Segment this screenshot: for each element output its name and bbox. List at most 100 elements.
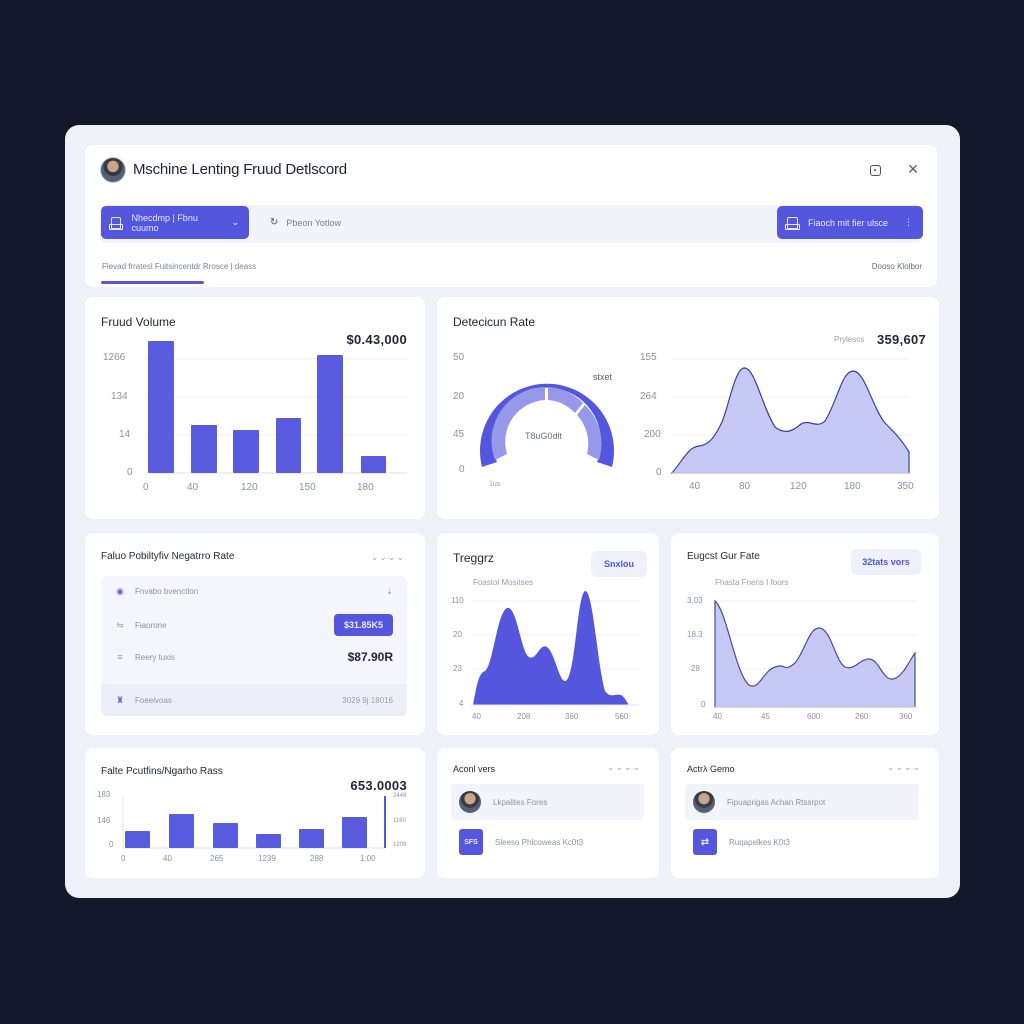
- list-item-label: Foeelvoas: [135, 695, 172, 705]
- x-tick: 180: [844, 481, 861, 492]
- y-tick: 3.03: [687, 596, 703, 605]
- recycle-icon: ♜: [115, 694, 125, 705]
- x-tick: 600: [807, 712, 821, 721]
- card-title: Falte Pcutfins/Ngarho Rass: [101, 766, 223, 777]
- restore-icon: [869, 165, 881, 176]
- avatar: [459, 791, 481, 813]
- restore-button[interactable]: [865, 159, 885, 179]
- y-tick: 0: [701, 700, 706, 709]
- refresh-control[interactable]: ↻ Pbeon Yotlow: [270, 217, 341, 228]
- y-tick: 183: [97, 790, 111, 799]
- refresh-label: Pbeon Yotlow: [286, 217, 341, 228]
- x-tick: 260: [855, 712, 869, 721]
- fp-rate-list: ◉ Fnvabo bvenctlon ⇣ ⇋ Fiaorone $31.85K5…: [101, 576, 407, 716]
- model-select-button[interactable]: Nhecdmp | Fbnu cuumo ⌄: [101, 206, 249, 239]
- x-tick: 265: [210, 854, 224, 863]
- y2-tick: 1160: [393, 818, 406, 824]
- y-tick: 155: [640, 352, 657, 363]
- tab-strip[interactable]: Flevad frratesl Fuitsincentdr Rrosce | d…: [102, 262, 257, 271]
- detection-area-chart: [670, 358, 910, 474]
- y-tick: 0: [109, 840, 114, 849]
- x-tick: 1239: [258, 854, 276, 863]
- list-item-label: Ruqapelkes K0t3: [729, 837, 790, 847]
- model-select-label: Nhecdmp | Fbnu cuumo: [131, 212, 198, 233]
- list-item[interactable]: ⇄ Ruqapelkes K0t3: [685, 824, 919, 860]
- y-tick: 146: [97, 816, 111, 825]
- y-tick: 50: [453, 352, 465, 363]
- fraud-volume-bar-chart: [145, 341, 407, 474]
- x-tick: 350: [897, 481, 914, 492]
- list-item[interactable]: ≡ Reery tuxis $87.90R: [101, 642, 407, 672]
- more-options-icon[interactable]: ⌄⌄⌄⌄: [606, 762, 641, 772]
- y-tick: 23: [453, 664, 462, 673]
- x-tick: 40: [163, 854, 172, 863]
- y-tick: 20: [453, 630, 462, 639]
- list-item[interactable]: Lkpalites Fores: [451, 784, 644, 820]
- x-tick: 0: [143, 482, 149, 493]
- x-tick: 40: [689, 481, 701, 492]
- area-value: 359,607: [877, 332, 927, 347]
- list-item[interactable]: ⇋ Fiaorone $31.85K5: [101, 608, 407, 642]
- segment-filter-chip[interactable]: 32tats vors: [851, 549, 921, 575]
- list-item[interactable]: Fipuaprigas Achan Rtssrpot: [685, 784, 919, 820]
- list-item-label: Reery tuxis: [135, 652, 176, 662]
- y2-tick: 2448: [393, 793, 407, 799]
- area-label: Prylescs: [834, 335, 865, 344]
- printer-icon: [108, 216, 125, 230]
- camera-icon: ◉: [116, 585, 124, 596]
- badge-icon: SFS: [459, 829, 483, 855]
- list-item[interactable]: ♜ Foeelvoas 3029 9j 18016: [101, 684, 407, 716]
- list-item-label: Sleeso Phlcoweas Kc0t3: [495, 837, 584, 847]
- x-tick: 180: [357, 482, 374, 493]
- x-tick: 80: [739, 481, 751, 492]
- transfer-icon: ⇋: [116, 619, 124, 630]
- y-tick: 1266: [103, 352, 126, 363]
- y-tick: 45: [453, 429, 465, 440]
- list-item-label: Fipuaprigas Achan Rtssrpot: [727, 797, 826, 807]
- segment-rate-card: Eugcst Gur Fate 32tats vors Fhasta Fnens…: [671, 533, 939, 735]
- x-tick: 208: [517, 712, 531, 721]
- printer-icon: [785, 216, 800, 230]
- more-options-icon[interactable]: ⌄⌄⌄⌄: [370, 552, 405, 562]
- y-tick: 264: [640, 391, 657, 402]
- y-tick: 18.3: [687, 630, 703, 639]
- list-item-value[interactable]: $31.85K5: [333, 614, 393, 636]
- card-title: Treggrz: [453, 551, 494, 565]
- close-button[interactable]: ×: [903, 159, 923, 179]
- chart-subtitle: Foastol Mositses: [473, 578, 534, 587]
- active-tab-indicator: [101, 281, 204, 284]
- y-tick: 0: [127, 467, 133, 478]
- more-options-icon[interactable]: ⌄⌄⌄⌄: [886, 762, 921, 772]
- avatar: [693, 791, 715, 813]
- chart-subtitle: Fhasta Fnens I foors: [715, 578, 789, 587]
- x-tick: 360: [565, 712, 579, 721]
- list-item-value: 3029 9j 18016: [342, 695, 393, 705]
- refresh-icon: ↻: [270, 217, 279, 228]
- y-tick: 0: [656, 467, 662, 478]
- fraud-volume-card: Fruud Volume $0.43,000 1266 134 14 0 0 4…: [85, 297, 425, 519]
- fp-bar-chart: [122, 796, 386, 849]
- x-tick: 45: [761, 712, 770, 721]
- filter-button[interactable]: Fiaoch mit fier ulsce ⋮: [777, 206, 923, 239]
- x-tick: 40: [472, 712, 481, 721]
- triggers-filter-chip[interactable]: Snxlou: [591, 551, 647, 577]
- accounts-card: Aconl vers ⌄⌄⌄⌄ Lkpalites Fores SFS Slee…: [437, 748, 659, 878]
- user-avatar[interactable]: [100, 157, 126, 183]
- fp-bars-card: Falte Pcutfins/Ngarho Rass 653.0003 183 …: [85, 748, 425, 878]
- x-tick: 120: [241, 482, 258, 493]
- fraud-volume-total: $0.43,000: [346, 332, 407, 347]
- sort-icon[interactable]: ⇣: [386, 586, 393, 596]
- y-tick: 20: [453, 391, 465, 402]
- menu-icon: ≡: [117, 652, 123, 662]
- y-tick: 28: [691, 664, 700, 673]
- y-tick: 4: [459, 699, 464, 708]
- list-item[interactable]: ◉ Fnvabo bvenctlon ⇣: [101, 576, 407, 606]
- y-tick: 0: [459, 464, 465, 475]
- fp-bars-total: 653.0003: [350, 778, 407, 793]
- list-item[interactable]: SFS Sleeso Phlcoweas Kc0t3: [451, 824, 644, 860]
- card-title: Eugcst Gur Fate: [687, 551, 760, 562]
- x-tick: 288: [310, 854, 324, 863]
- choose-link[interactable]: Dooso Klolbor: [871, 262, 922, 271]
- y-tick: 14: [119, 429, 131, 440]
- x-tick: 560: [615, 712, 629, 721]
